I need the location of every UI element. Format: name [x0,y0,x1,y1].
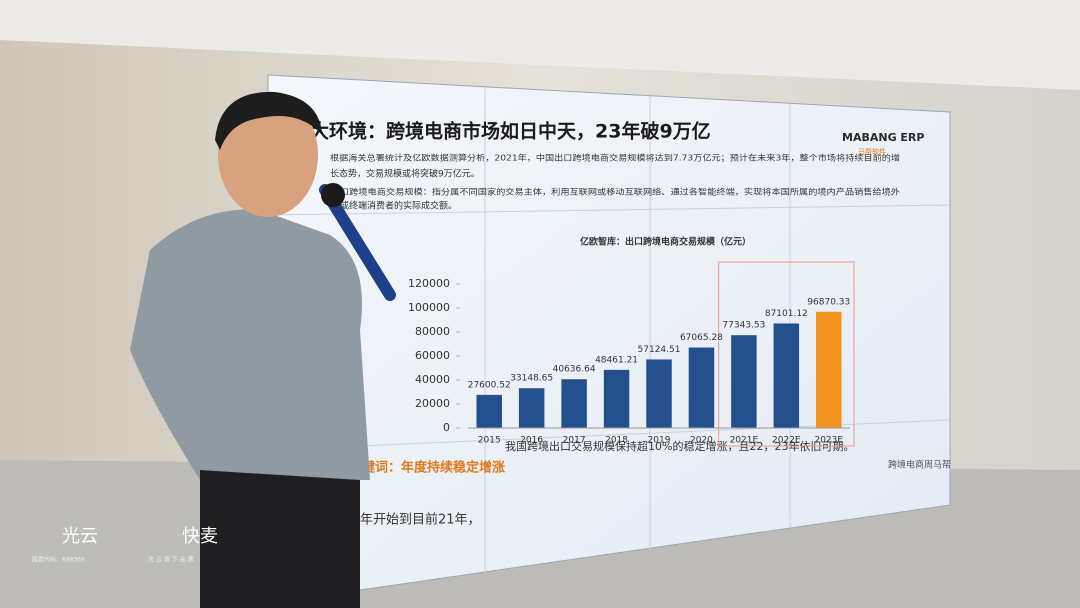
bar [646,359,672,428]
value-label: 57124.51 [638,345,681,355]
x-tick-label: 2019 [648,436,671,446]
x-tick-label: 2021E [730,436,759,446]
bar [561,379,587,428]
paragraph: 根据海关总署统计及亿欧数据测算分析，2021年，中国出口跨境电商交易规模将达到7… [330,153,900,163]
bar [816,311,842,428]
logo-sub: 马帮软件 [858,147,886,156]
x-tick-label: 2016 [520,436,543,446]
paragraph: 口跨境电商交易规模：指分属不同国家的交易主体，利用互联网或移动互联网络、通过各智… [340,187,900,197]
value-label: 67065.28 [680,333,723,343]
watermark-sub: 光 云 旗 下 品 牌 [148,556,194,564]
bar [476,394,502,428]
bar [688,347,715,428]
keyword: 键词：年度持续稳定增涨 [361,460,505,476]
value-label: 48461.21 [595,355,638,365]
keyword-text: 我国跨境出口交易规模保持超10%的稳定增涨，且22，23年依旧可期。 [505,439,854,453]
chart: 0 20000 40000 60000 80000 100000 120000 2015 276… [408,261,855,447]
paragraph: 长态势，交易规模或将突破9万亿元。 [330,168,480,180]
paragraph: 或终端消费者的实际成交额。 [340,200,457,212]
footer: 跨境电商周马帮 [888,459,951,471]
y-tick-label: 60000 [415,349,450,362]
x-tick-label: 2023E [814,436,843,446]
slide-title: 大环境：跨境电商市场如日中天，23年破9万亿 [310,120,711,143]
value-label: 33148.65 [510,374,553,384]
x-tick-label: 2022E [772,436,801,446]
y-tick-label: 0 [443,421,450,434]
bar [773,323,800,428]
y-tick-label: 40000 [415,373,450,386]
x-tick-label: 2018 [605,436,628,446]
watermark-sub: 股票代码：688365 [32,556,85,564]
x-tick-label: 2015 [478,436,501,446]
speaker [130,91,396,608]
value-label: 96870.33 [807,297,850,307]
bar [731,335,757,428]
value-label: 27600.52 [468,380,511,390]
watermark: 快麦 [182,526,218,547]
bottom-text: 年开始到目前21年， [360,512,481,528]
y-tick-label: 20000 [415,397,450,410]
x-tick-label: 2020 [690,436,713,446]
y-tick-label: 80000 [415,325,450,338]
ceiling [0,0,1080,90]
chart-title: 亿欧智库：出口跨境电商交易规模（亿元） [580,236,751,248]
watermark: 光云 [62,526,98,547]
value-label: 40636.64 [553,365,596,375]
y-tick-label: 120000 [408,277,450,290]
value-label: 77343.53 [722,321,765,331]
bar [518,388,545,428]
value-label: 87101.12 [765,309,808,319]
x-tick-label: 2017 [563,436,586,446]
bar [603,369,630,428]
logo: MABANG ERP [842,131,924,144]
highlight-box [718,261,855,447]
y-tick-label: 100000 [408,301,450,314]
